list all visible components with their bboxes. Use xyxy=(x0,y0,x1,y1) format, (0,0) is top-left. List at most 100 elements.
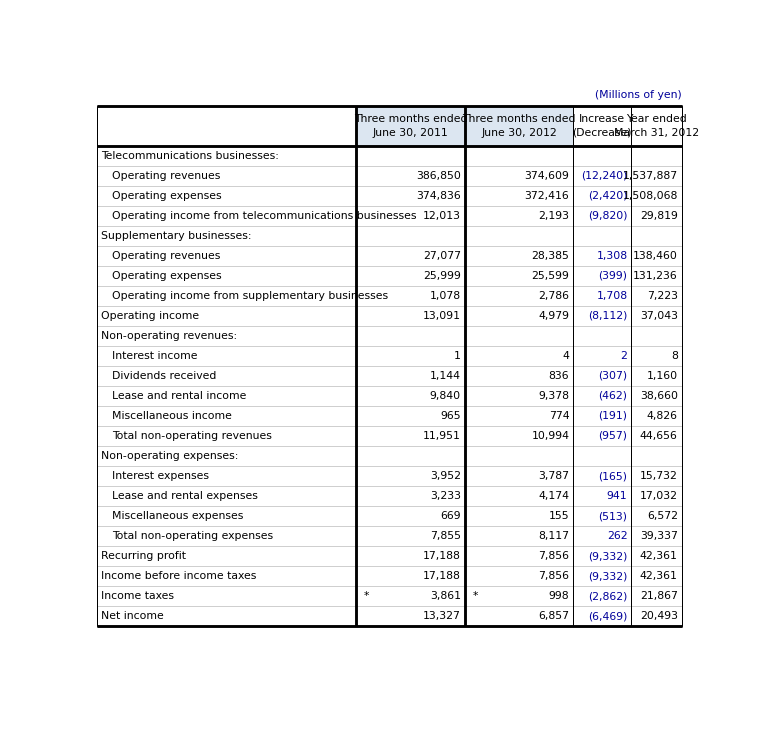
Text: (9,820): (9,820) xyxy=(588,211,628,221)
Text: 774: 774 xyxy=(549,411,569,421)
Text: Lease and rental income: Lease and rental income xyxy=(112,391,246,401)
Text: Miscellaneous expenses: Miscellaneous expenses xyxy=(112,511,243,521)
Text: 386,850: 386,850 xyxy=(416,171,461,181)
Text: 3,787: 3,787 xyxy=(538,471,569,481)
Text: Operating expenses: Operating expenses xyxy=(112,270,222,281)
Text: Year ended
March 31, 2012: Year ended March 31, 2012 xyxy=(614,114,699,138)
Text: Net income: Net income xyxy=(101,611,164,621)
Text: 998: 998 xyxy=(549,591,569,601)
Text: (9,332): (9,332) xyxy=(588,551,628,561)
Text: 2,193: 2,193 xyxy=(538,211,569,221)
Text: Miscellaneous income: Miscellaneous income xyxy=(112,411,232,421)
Text: Income taxes: Income taxes xyxy=(101,591,174,601)
Text: 1,160: 1,160 xyxy=(647,371,678,381)
Text: (191): (191) xyxy=(598,411,628,421)
Text: 39,337: 39,337 xyxy=(640,531,678,541)
Text: 2: 2 xyxy=(621,351,628,361)
Text: (6,469): (6,469) xyxy=(588,611,628,621)
Text: (Millions of yen): (Millions of yen) xyxy=(595,89,682,100)
Text: (307): (307) xyxy=(598,371,628,381)
Text: (165): (165) xyxy=(598,471,628,481)
Text: (2,420): (2,420) xyxy=(588,191,628,201)
Text: (12,240): (12,240) xyxy=(581,171,628,181)
Text: 836: 836 xyxy=(549,371,569,381)
Text: 13,327: 13,327 xyxy=(423,611,461,621)
Text: Supplementary businesses:: Supplementary businesses: xyxy=(101,231,252,241)
Text: 17,032: 17,032 xyxy=(640,491,678,501)
Text: 3,233: 3,233 xyxy=(430,491,461,501)
Text: 7,856: 7,856 xyxy=(538,571,569,581)
Text: *: * xyxy=(473,591,478,601)
Text: 8,117: 8,117 xyxy=(538,531,569,541)
Text: Operating income: Operating income xyxy=(101,311,199,321)
Text: Operating revenues: Operating revenues xyxy=(112,171,220,181)
Text: 3,952: 3,952 xyxy=(430,471,461,481)
Text: Interest expenses: Interest expenses xyxy=(112,471,209,481)
Text: 1: 1 xyxy=(454,351,461,361)
Text: Non-operating expenses:: Non-operating expenses: xyxy=(101,451,239,461)
Text: Telecommunications businesses:: Telecommunications businesses: xyxy=(101,151,279,161)
Text: Operating revenues: Operating revenues xyxy=(112,251,220,261)
Text: 38,660: 38,660 xyxy=(640,391,678,401)
Bar xyxy=(356,106,464,146)
Text: 37,043: 37,043 xyxy=(640,311,678,321)
Text: Income before income taxes: Income before income taxes xyxy=(101,571,257,581)
Text: 27,077: 27,077 xyxy=(423,251,461,261)
Text: 7,223: 7,223 xyxy=(647,291,678,301)
Text: Non-operating revenues:: Non-operating revenues: xyxy=(101,331,237,341)
Text: 262: 262 xyxy=(606,531,628,541)
Text: 1,078: 1,078 xyxy=(429,291,461,301)
Text: 25,599: 25,599 xyxy=(531,270,569,281)
Text: Total non-operating expenses: Total non-operating expenses xyxy=(112,531,273,541)
Text: (462): (462) xyxy=(598,391,628,401)
Text: 374,836: 374,836 xyxy=(416,191,461,201)
Text: (399): (399) xyxy=(598,270,628,281)
Text: (9,332): (9,332) xyxy=(588,571,628,581)
Text: Dividends received: Dividends received xyxy=(112,371,217,381)
Text: Interest income: Interest income xyxy=(112,351,198,361)
Text: 25,999: 25,999 xyxy=(423,270,461,281)
Text: 1,708: 1,708 xyxy=(597,291,628,301)
Text: 3,861: 3,861 xyxy=(430,591,461,601)
Text: 138,460: 138,460 xyxy=(633,251,678,261)
Text: 6,857: 6,857 xyxy=(538,611,569,621)
Text: 7,856: 7,856 xyxy=(538,551,569,561)
Text: 1,308: 1,308 xyxy=(597,251,628,261)
Text: 965: 965 xyxy=(440,411,461,421)
Text: Increase
(Decrease): Increase (Decrease) xyxy=(572,114,632,138)
Text: 155: 155 xyxy=(549,511,569,521)
Text: 11,951: 11,951 xyxy=(423,431,461,441)
Text: 4,979: 4,979 xyxy=(538,311,569,321)
Text: 8: 8 xyxy=(671,351,678,361)
Text: 131,236: 131,236 xyxy=(633,270,678,281)
Text: 17,188: 17,188 xyxy=(423,551,461,561)
Text: 1,537,887: 1,537,887 xyxy=(622,171,678,181)
Text: 1,508,068: 1,508,068 xyxy=(622,191,678,201)
Text: 28,385: 28,385 xyxy=(531,251,569,261)
Text: Three months ended
June 30, 2012: Three months ended June 30, 2012 xyxy=(462,114,575,138)
Text: Operating income from telecommunications businesses: Operating income from telecommunications… xyxy=(112,211,416,221)
Text: Operating expenses: Operating expenses xyxy=(112,191,222,201)
Text: 7,855: 7,855 xyxy=(430,531,461,541)
Text: (513): (513) xyxy=(598,511,628,521)
Text: 2,786: 2,786 xyxy=(538,291,569,301)
Text: 17,188: 17,188 xyxy=(423,571,461,581)
Text: (957): (957) xyxy=(598,431,628,441)
Text: Total non-operating revenues: Total non-operating revenues xyxy=(112,431,272,441)
Text: 6,572: 6,572 xyxy=(647,511,678,521)
Text: 42,361: 42,361 xyxy=(640,551,678,561)
Text: 669: 669 xyxy=(440,511,461,521)
Text: 42,361: 42,361 xyxy=(640,571,678,581)
Text: 4: 4 xyxy=(562,351,569,361)
Text: 29,819: 29,819 xyxy=(640,211,678,221)
Text: 15,732: 15,732 xyxy=(640,471,678,481)
Text: 372,416: 372,416 xyxy=(524,191,569,201)
Text: Recurring profit: Recurring profit xyxy=(101,551,186,561)
Text: 13,091: 13,091 xyxy=(423,311,461,321)
Text: (8,112): (8,112) xyxy=(588,311,628,321)
Text: 20,493: 20,493 xyxy=(640,611,678,621)
Text: 44,656: 44,656 xyxy=(640,431,678,441)
Text: 10,994: 10,994 xyxy=(531,431,569,441)
Text: 4,174: 4,174 xyxy=(538,491,569,501)
Text: (2,862): (2,862) xyxy=(588,591,628,601)
